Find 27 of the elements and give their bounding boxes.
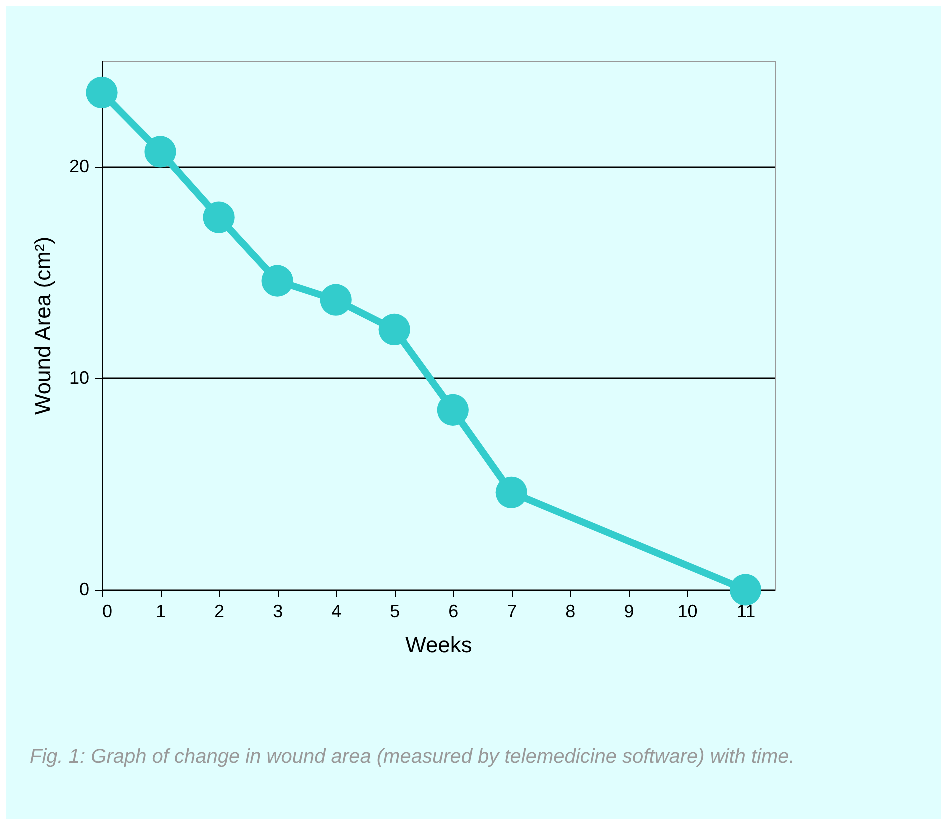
point (320, 284, 352, 316)
point (86, 76, 118, 109)
point (144, 136, 176, 168)
point (203, 202, 235, 234)
x-tick-label: 3 (273, 602, 284, 622)
x-tick-label: 6 (448, 602, 459, 622)
y-axis-title: Wound Area (cm²) (30, 236, 56, 416)
x-tick-label: 5 (390, 602, 400, 622)
x-tick-label: 11 (736, 602, 756, 622)
point (496, 476, 528, 508)
x-tick-label: 1 (156, 602, 166, 622)
point (262, 265, 294, 297)
x-axis-title: Weeks (406, 632, 472, 658)
x-tick-label: 10 (678, 602, 698, 622)
y-tick-label: 0 (79, 580, 90, 600)
point (437, 394, 469, 426)
x-tick-label: 0 (102, 602, 113, 622)
point (730, 574, 762, 606)
y-tick-label: 20 (69, 156, 90, 176)
y-tick-label: 10 (69, 368, 90, 388)
x-tick-label: 7 (507, 602, 518, 622)
x-tick-label: 2 (214, 602, 225, 622)
caption: Fig. 1: Graph of change in wound area (measured by telemedicine software) with time. (30, 745, 796, 770)
x-tick-label: 4 (332, 602, 342, 622)
point (378, 314, 410, 346)
x-tick-label: 8 (566, 602, 576, 622)
x-tick-label: 9 (624, 602, 634, 622)
